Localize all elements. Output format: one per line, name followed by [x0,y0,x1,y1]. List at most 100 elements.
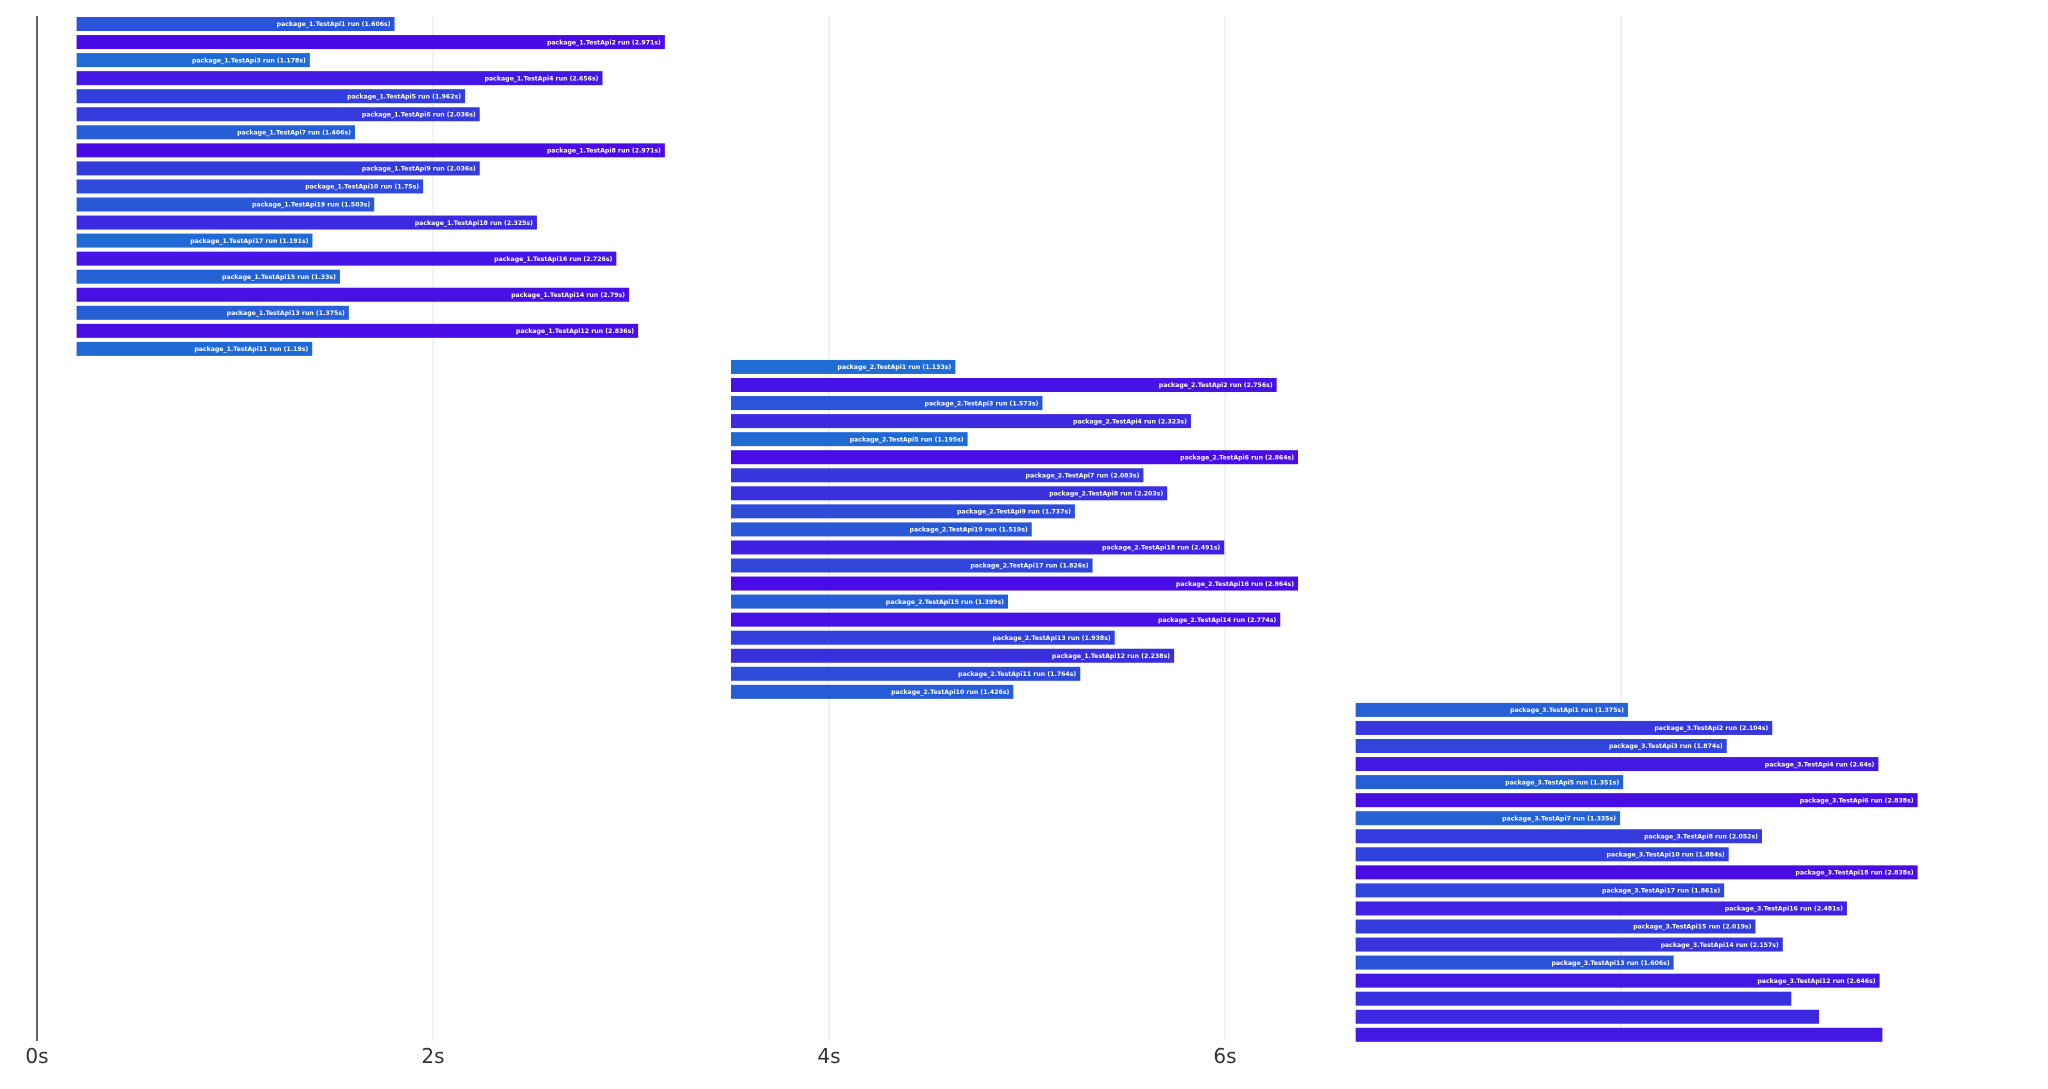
bar-label-24: package_2.TestApi6 run (2.864s) [1180,454,1294,461]
bar-14[interactable] [76,269,340,284]
bar-2[interactable] [76,53,310,68]
bar-group-10: package_1.TestApi19 run (1.503s) [76,197,375,212]
bar-17[interactable] [76,323,639,338]
bar-label-33: package_2.TestApi14 run (2.774s) [1158,617,1276,624]
bar-55[interactable] [1355,1009,1819,1024]
bar-25[interactable] [730,468,1144,483]
bar-18[interactable] [76,341,313,356]
bar-group-6: package_1.TestApi7 run (1.406s) [76,125,355,140]
bar-16[interactable] [76,305,349,320]
bar-15[interactable] [76,287,630,302]
bar-54[interactable] [1355,991,1792,1006]
bar-22[interactable] [730,414,1191,429]
bar-11[interactable] [76,215,537,230]
bar-group-26: package_2.TestApi8 run (2.203s) [730,486,1168,501]
bar-group-43: package_3.TestApi6 run (2.838s) [1355,793,1918,808]
bar-23[interactable] [730,432,968,447]
bar-group-46: package_3.TestApi10 run (1.884s) [1355,847,1729,862]
bar-group-0: package_1.TestApi1 run (1.606s) [76,17,395,31]
bar-label-0: package_1.TestApi1 run (1.606s) [277,21,391,28]
bar-group-35: package_1.TestApi12 run (2.238s) [730,648,1175,663]
bar-label-3: package_1.TestApi4 run (2.656s) [485,75,599,82]
bar-group-44: package_3.TestApi7 run (1.335s) [1355,811,1621,826]
bar-label-51: package_3.TestApi14 run (2.157s) [1661,942,1779,949]
bar-9[interactable] [76,179,424,194]
bar-45[interactable] [1355,829,1762,844]
bar-6[interactable] [76,125,355,140]
bar-27[interactable] [730,504,1075,519]
bar-group-49: package_3.TestApi16 run (2.481s) [1355,901,1847,916]
bar-35[interactable] [730,648,1175,663]
bar-51[interactable] [1355,937,1783,952]
bar-38[interactable] [1355,702,1628,717]
bar-40[interactable] [1355,739,1727,753]
bar-label-48: package_3.TestApi17 run (1.861s) [1602,888,1720,895]
bar-10[interactable] [76,197,375,212]
bar-group-14: package_1.TestApi15 run (1.33s) [76,269,340,284]
bar-26[interactable] [730,486,1168,501]
bar-group-51: package_3.TestApi14 run (2.157s) [1355,937,1783,952]
bar-31[interactable] [730,576,1299,591]
bar-label-38: package_3.TestApi1 run (1.375s) [1510,707,1624,714]
bar-37[interactable] [730,684,1014,699]
bar-4[interactable] [76,89,466,104]
bar-29[interactable] [730,540,1225,555]
bar-24[interactable] [730,450,1299,465]
bar-5[interactable] [76,107,480,122]
bar-label-12: package_1.TestApi17 run (1.191s) [190,238,308,245]
bar-39[interactable] [1355,720,1773,735]
bar-33[interactable] [730,612,1281,627]
bar-48[interactable] [1355,883,1725,898]
bar-56[interactable] [1355,1027,1883,1042]
bar-group-12: package_1.TestApi17 run (1.191s) [76,233,313,248]
bar-1[interactable] [76,35,665,50]
bar-group-31: package_2.TestApi16 run (2.864s) [730,576,1299,591]
bar-group-38: package_3.TestApi1 run (1.375s) [1355,702,1628,717]
bar-group-28: package_2.TestApi19 run (1.519s) [730,522,1032,537]
bar-44[interactable] [1355,811,1621,826]
bar-32[interactable] [730,594,1008,609]
bar-group-36: package_2.TestApi11 run (1.764s) [730,666,1081,681]
bar-30[interactable] [730,558,1093,573]
bar-group-17: package_1.TestApi12 run (2.836s) [76,323,639,338]
bar-label-43: package_3.TestApi6 run (2.838s) [1800,797,1914,804]
bar-34[interactable] [730,630,1115,645]
bar-12[interactable] [76,233,313,248]
bar-13[interactable] [76,251,617,266]
bar-8[interactable] [76,161,480,176]
bar-47[interactable] [1355,865,1918,880]
bar-43[interactable] [1355,793,1918,808]
bar-0[interactable] [76,17,395,31]
bar-label-11: package_1.TestApi18 run (2.325s) [415,220,533,227]
ticks-layer: 0s 2s 4s 6s [25,1044,1236,1068]
bar-label-35: package_1.TestApi12 run (2.238s) [1052,653,1170,660]
bar-group-53: package_3.TestApi12 run (2.646s) [1355,973,1880,988]
bar-41[interactable] [1355,757,1879,772]
bar-49[interactable] [1355,901,1847,916]
bar-label-36: package_2.TestApi11 run (1.764s) [958,671,1076,678]
bar-20[interactable] [730,378,1277,392]
bar-19[interactable] [730,359,956,374]
bar-group-54 [1355,991,1792,1006]
bar-label-52: package_3.TestApi13 run (1.606s) [1551,960,1669,967]
bar-7[interactable] [76,143,665,158]
bar-group-7: package_1.TestApi8 run (2.971s) [76,143,665,158]
bar-group-18: package_1.TestApi11 run (1.19s) [76,341,313,356]
bar-label-4: package_1.TestApi5 run (1.962s) [347,93,461,100]
bar-label-7: package_1.TestApi8 run (2.971s) [547,148,661,155]
bar-label-10: package_1.TestApi19 run (1.503s) [252,202,370,209]
bar-3[interactable] [76,71,603,86]
bar-group-11: package_1.TestApi18 run (2.325s) [76,215,537,230]
bar-group-33: package_2.TestApi14 run (2.774s) [730,612,1281,627]
bar-28[interactable] [730,522,1032,537]
bar-36[interactable] [730,666,1081,681]
bar-42[interactable] [1355,775,1624,790]
bar-53[interactable] [1355,973,1880,988]
bar-label-31: package_2.TestApi16 run (2.864s) [1176,581,1294,588]
bar-52[interactable] [1355,955,1674,970]
bar-46[interactable] [1355,847,1729,862]
bar-21[interactable] [730,396,1043,411]
bar-group-13: package_1.TestApi16 run (2.726s) [76,251,617,266]
bar-50[interactable] [1355,919,1756,934]
